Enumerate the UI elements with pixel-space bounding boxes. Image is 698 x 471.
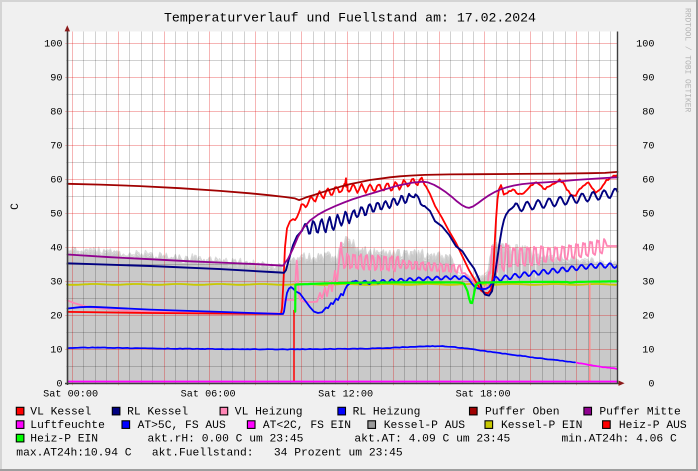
svg-text:min.AT24h: 4.06 C: min.AT24h: 4.06 C xyxy=(562,434,677,446)
svg-text:70: 70 xyxy=(50,142,62,153)
svg-text:VL Kessel: VL Kessel xyxy=(30,407,91,419)
svg-text:0: 0 xyxy=(648,380,654,391)
svg-text:akt.AT: 4.09 C um 23:45: akt.AT: 4.09 C um 23:45 xyxy=(354,434,510,446)
svg-text:AT<2C, FS EIN: AT<2C, FS EIN xyxy=(263,420,351,432)
svg-text:Kessel-P EIN: Kessel-P EIN xyxy=(501,420,582,432)
svg-text:50: 50 xyxy=(642,210,654,221)
svg-text:AT>5C, FS AUS: AT>5C, FS AUS xyxy=(138,420,226,432)
svg-text:50: 50 xyxy=(50,210,62,221)
svg-text:20: 20 xyxy=(50,312,62,323)
svg-text:90: 90 xyxy=(50,74,62,85)
svg-text:10: 10 xyxy=(50,346,62,357)
svg-text:Sat 12:00: Sat 12:00 xyxy=(318,389,373,400)
svg-text:RL Kessel: RL Kessel xyxy=(127,407,188,419)
svg-text:Temperaturverlauf und Fuellsta: Temperaturverlauf und Fuellstand am: 17.… xyxy=(164,11,536,26)
svg-text:80: 80 xyxy=(642,108,654,119)
svg-text:10: 10 xyxy=(642,346,654,357)
svg-text:60: 60 xyxy=(642,176,654,187)
svg-text:VL Heizung: VL Heizung xyxy=(235,407,303,419)
svg-text:30: 30 xyxy=(642,278,654,289)
svg-text:40: 40 xyxy=(50,244,62,255)
svg-text:90: 90 xyxy=(642,74,654,85)
svg-text:Sat 00:00: Sat 00:00 xyxy=(43,389,98,400)
svg-text:100: 100 xyxy=(44,40,62,51)
svg-text:C: C xyxy=(10,203,22,210)
svg-text:100: 100 xyxy=(636,40,654,51)
svg-text:RRDTOOL / TOBI OETIKER: RRDTOOL / TOBI OETIKER xyxy=(683,8,692,112)
svg-text:Heiz-P EIN: Heiz-P EIN xyxy=(30,434,98,446)
svg-text:akt.rH: 0.00 C um 23:45: akt.rH: 0.00 C um 23:45 xyxy=(148,434,304,446)
svg-text:0: 0 xyxy=(56,380,62,391)
svg-text:Heiz-P AUS: Heiz-P AUS xyxy=(619,420,687,432)
svg-text:40: 40 xyxy=(642,244,654,255)
svg-text:max.AT24h:10.94 C akt.Fuells: max.AT24h:10.94 C akt.Fuellstand: 34 Pro… xyxy=(16,448,403,460)
svg-text:70: 70 xyxy=(642,142,654,153)
svg-text:Sat 18:00: Sat 18:00 xyxy=(456,389,511,400)
svg-text:Puffer Mitte: Puffer Mitte xyxy=(599,407,681,419)
svg-text:20: 20 xyxy=(642,312,654,323)
svg-text:Sat 06:00: Sat 06:00 xyxy=(181,389,236,400)
svg-text:Puffer Oben: Puffer Oben xyxy=(485,407,560,419)
svg-text:RL Heizung: RL Heizung xyxy=(353,407,421,419)
svg-text:60: 60 xyxy=(50,176,62,187)
svg-text:Kessel-P AUS: Kessel-P AUS xyxy=(384,420,466,432)
svg-text:Luftfeuchte: Luftfeuchte xyxy=(30,420,105,432)
svg-text:30: 30 xyxy=(50,278,62,289)
svg-text:80: 80 xyxy=(50,108,62,119)
